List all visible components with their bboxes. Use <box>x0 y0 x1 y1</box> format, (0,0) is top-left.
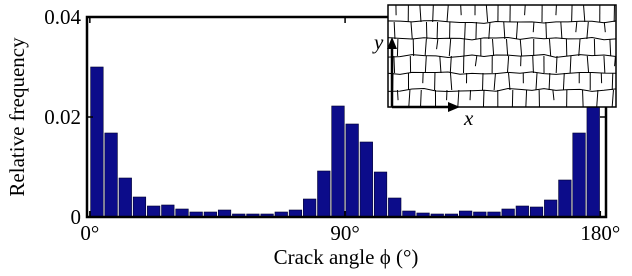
bar <box>119 178 132 217</box>
bar <box>559 180 572 217</box>
crack <box>546 22 547 39</box>
x-tick-label: 0° <box>80 221 99 245</box>
x-tick-label: 90° <box>330 221 359 245</box>
bar <box>360 142 373 217</box>
x-tick-label: 180° <box>580 221 620 245</box>
inset-background <box>388 5 616 107</box>
crack <box>461 5 462 15</box>
inset <box>387 5 616 112</box>
bar <box>91 67 104 217</box>
bar <box>133 197 146 217</box>
crack <box>433 5 434 22</box>
bar <box>516 206 529 217</box>
inset-x-label: x <box>463 106 474 130</box>
bar <box>332 106 345 217</box>
x-axis-label: Crack angle ϕ (°) <box>274 245 419 269</box>
crack <box>525 5 526 15</box>
bar <box>147 206 160 217</box>
bar <box>530 207 543 217</box>
crack <box>470 90 471 100</box>
bar <box>544 200 557 217</box>
y-axis-label: Relative frequency <box>5 37 29 197</box>
y-tick-label: 0.02 <box>44 105 81 129</box>
crack <box>556 5 557 15</box>
inset-y-label: y <box>372 30 384 54</box>
crack <box>583 90 584 107</box>
bar <box>573 133 586 217</box>
bar <box>303 199 316 217</box>
chart: Crack angle ϕ (°) Relative frequency 00.… <box>0 0 632 276</box>
bar <box>318 171 331 217</box>
bar <box>162 205 175 217</box>
bar <box>346 124 359 217</box>
bar <box>388 198 401 217</box>
y-tick-label: 0.04 <box>44 5 81 29</box>
bar <box>374 172 387 217</box>
crack <box>437 22 438 39</box>
crack <box>483 90 484 107</box>
crack <box>397 90 398 100</box>
bar <box>105 133 118 217</box>
crack <box>612 73 613 90</box>
crack <box>465 22 466 39</box>
crack <box>533 56 534 73</box>
crack <box>533 22 534 32</box>
